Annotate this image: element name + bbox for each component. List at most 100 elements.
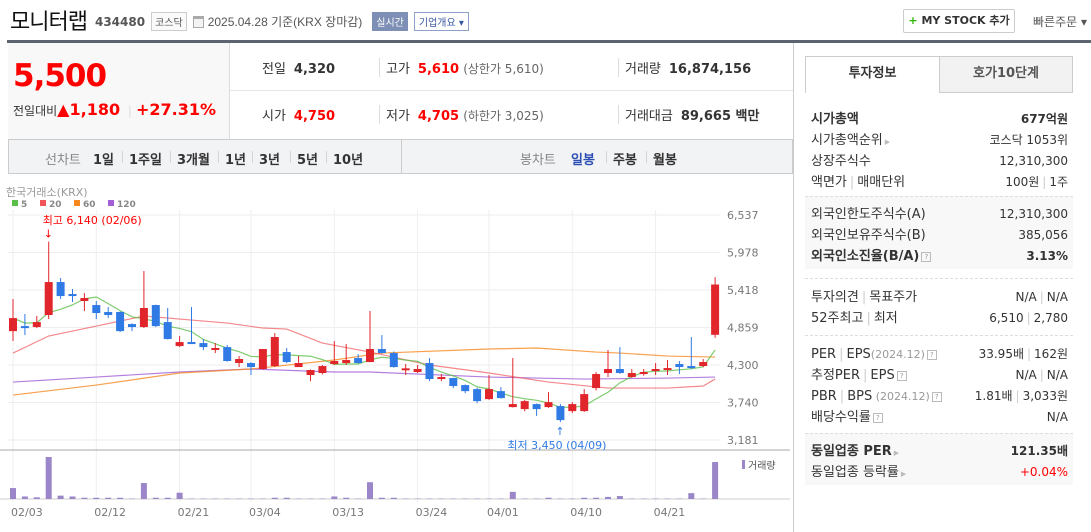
volume-value: 16,874,156	[668, 62, 752, 77]
realtime-button[interactable]: 실시간	[372, 12, 408, 31]
candle-월봉[interactable]: 월봉	[653, 153, 677, 168]
volume-legend-swatch	[742, 460, 745, 469]
period-1주일[interactable]: 1주일	[129, 153, 162, 168]
candle-body	[175, 342, 184, 347]
info-value: +0.04%	[1019, 465, 1068, 479]
candle-body	[9, 318, 17, 332]
candle-일봉[interactable]: 일봉	[571, 153, 595, 168]
period-3개월[interactable]: 3개월	[177, 153, 210, 168]
volume-label: 거래량	[625, 62, 661, 77]
quick-order-dropdown[interactable]: 빠른주문 ▾	[1033, 15, 1087, 29]
volume-bar	[605, 496, 611, 499]
info-row: 배당수익률? N/A	[811, 407, 1068, 428]
tab-invest-info[interactable]: 투자정보	[805, 56, 940, 93]
volume-bar	[164, 497, 171, 499]
info-row: 투자의견 | 목표주가 N/A | N/A	[811, 287, 1068, 308]
low-annotation: 최저 3,450 (04/09)	[507, 439, 606, 452]
info-label: 외국인보유주식수(B)	[811, 228, 926, 243]
change-percent: +27.31%	[135, 100, 217, 119]
separator	[646, 151, 647, 163]
candle-body	[342, 360, 351, 364]
tab-orderbook[interactable]: 호가10단계	[939, 56, 1073, 93]
header-divider	[7, 40, 1091, 43]
candle-body	[675, 364, 684, 368]
low-price: 저가 4,705 (하한가 3,025)	[379, 105, 544, 124]
help-icon[interactable]: ?	[872, 412, 883, 423]
info-date: (2024.12)	[872, 390, 930, 403]
separator: |	[861, 290, 867, 305]
info-label[interactable]: 시가총액순위	[811, 133, 883, 148]
candle-body	[651, 369, 660, 372]
candle-body	[366, 349, 374, 363]
candle-body	[413, 369, 422, 373]
candle-body	[532, 404, 541, 410]
info-row: 동일업종 등락률 ▶ +0.04%	[811, 462, 1068, 483]
help-icon[interactable]: ?	[896, 370, 907, 381]
help-icon[interactable]: ?	[926, 349, 937, 360]
arrow-right-icon[interactable]: ▶	[884, 138, 891, 146]
volume-bar	[593, 497, 600, 499]
period-5년[interactable]: 5년	[297, 153, 319, 168]
help-icon[interactable]: ?	[931, 391, 942, 402]
candle-body	[139, 307, 148, 328]
ma120-line	[12, 368, 716, 383]
candle-body	[615, 369, 624, 374]
info-row: 시가총액순위 ▶ 코스닥 1053위	[811, 130, 1068, 151]
candle-body	[104, 312, 113, 316]
candle-body	[270, 337, 279, 367]
candle-body	[211, 348, 220, 351]
candle-body	[92, 305, 101, 314]
info-label[interactable]: 동일업종 PER	[811, 444, 892, 459]
help-icon[interactable]: ?	[921, 251, 932, 262]
period-10년[interactable]: 10년	[333, 153, 364, 168]
info-value: 33.95배 | 162원	[978, 347, 1068, 361]
candle-body	[318, 366, 327, 374]
info-row: 외국인한도주식수(A) 12,310,300	[811, 204, 1068, 225]
volume-bar	[581, 497, 588, 499]
volume-bar	[69, 496, 76, 499]
open-label: 시가	[262, 109, 286, 124]
arrow-right-icon[interactable]: ▶	[900, 470, 907, 478]
candle-body	[449, 378, 458, 387]
row-divider	[230, 90, 793, 91]
base-date: 2025.04.28 기준(KRX 장마감)	[207, 15, 363, 29]
candle-body	[711, 284, 720, 335]
period-1년[interactable]: 1년	[225, 153, 247, 168]
info-group-bg	[805, 196, 1073, 269]
stock-header: 모니터랩 434480 코스닥 2025.04.28 기준(KRX 장마감) 실…	[10, 5, 469, 35]
info-label: 상장주식수	[811, 154, 871, 169]
x-tick-label: 02/03	[11, 506, 43, 519]
candle-body	[128, 324, 136, 328]
volume-bar	[509, 491, 516, 499]
candle-body	[56, 282, 65, 297]
volume-bar	[283, 497, 290, 499]
volume-bar	[176, 492, 183, 499]
arrow-right-icon[interactable]: ▶	[893, 449, 900, 457]
y-tick-label: 3,740	[727, 397, 759, 410]
add-my-stock-button[interactable]: + MY STOCK 추가	[903, 9, 1015, 33]
volume-bar	[45, 457, 52, 499]
info-label[interactable]: 동일업종 등락률	[811, 465, 899, 480]
company-info-dropdown[interactable]: 기업개요 ▾	[413, 12, 469, 31]
x-tick-label: 04/21	[654, 506, 686, 519]
volume: 거래량 16,874,156	[618, 58, 751, 77]
info-row: 액면가 | 매매단위 100원 | 1주	[811, 172, 1068, 193]
period-3년[interactable]: 3년	[259, 153, 281, 168]
candle-body	[592, 374, 601, 389]
period-1일[interactable]: 1일	[93, 153, 115, 168]
info-label: 추정PER	[811, 368, 861, 383]
volume-bar	[57, 495, 64, 499]
amount-value: 89,665 백만	[680, 109, 760, 124]
divider	[805, 335, 1073, 336]
candle-body	[32, 322, 41, 328]
legend-swatch-60	[74, 200, 80, 206]
info-label-2: 매매단위	[857, 175, 906, 190]
price-chart[interactable]: 한국거래소(KRX)5 20 60 120 6,537 5,978 5,418 4,859 4,…	[0, 180, 790, 532]
high-value: 5,610	[417, 62, 460, 77]
candle-chart-label: 봉차트	[520, 153, 556, 168]
high-label: 고가	[386, 62, 410, 77]
candle-주봉[interactable]: 주봉	[613, 153, 637, 168]
candle-body	[44, 282, 53, 316]
candle-body	[354, 358, 363, 364]
current-price: 5,500	[13, 58, 107, 94]
